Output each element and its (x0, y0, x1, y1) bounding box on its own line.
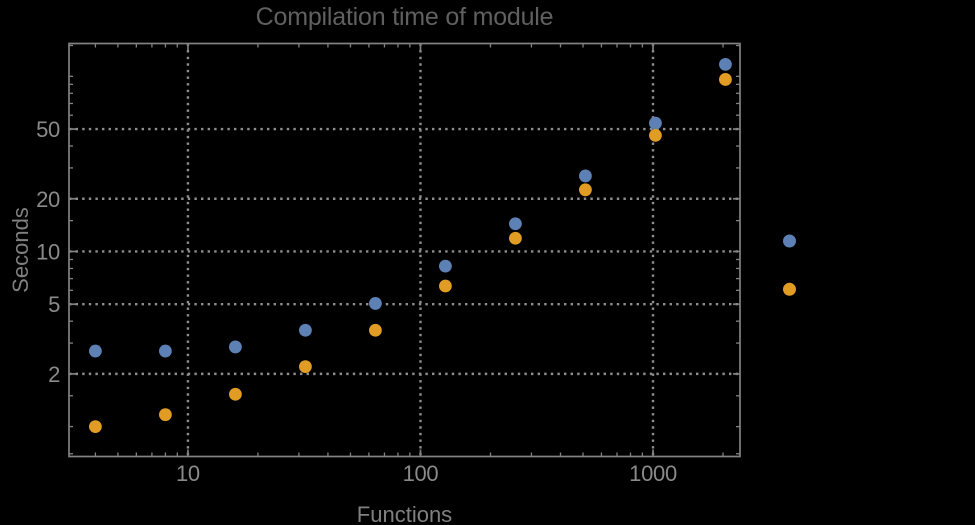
y-tick-label: 5 (48, 292, 60, 317)
data-point-blue-series (649, 116, 662, 130)
x-axis-label: Functions (356, 502, 453, 525)
chart-title: Compilation time of module (255, 3, 554, 31)
legend-marker-blue-series (783, 234, 796, 248)
data-point-orange-series (369, 323, 382, 337)
data-point-orange-series (88, 420, 102, 434)
x-tick-label: 1000 (629, 461, 677, 486)
data-point-blue-series (299, 323, 312, 337)
data-point-blue-series (369, 297, 382, 310)
data-point-blue-series (719, 57, 732, 71)
y-tick-label: 50 (36, 117, 60, 142)
legend-marker-orange-series (783, 282, 796, 296)
x-tick-label: 100 (403, 461, 439, 486)
data-point-orange-series (439, 279, 452, 293)
data-point-blue-series (229, 340, 242, 354)
y-tick-label: 20 (36, 187, 60, 212)
data-point-orange-series (158, 408, 172, 422)
data-point-blue-series (88, 344, 102, 358)
data-point-blue-series (158, 344, 172, 358)
data-point-blue-series (439, 259, 452, 273)
data-point-blue-series (579, 169, 592, 183)
data-point-orange-series (719, 73, 732, 86)
y-tick-label: 10 (36, 239, 60, 264)
x-tick-label: 10 (176, 461, 200, 486)
data-point-orange-series (509, 231, 522, 245)
data-point-orange-series (649, 129, 662, 142)
data-point-orange-series (579, 183, 592, 197)
data-point-orange-series (229, 387, 242, 401)
y-tick-label: 2 (48, 362, 60, 387)
data-point-blue-series (509, 217, 522, 231)
data-point-orange-series (299, 360, 312, 374)
y-axis-label: Seconds (8, 207, 33, 293)
plot-frame (68, 42, 741, 458)
